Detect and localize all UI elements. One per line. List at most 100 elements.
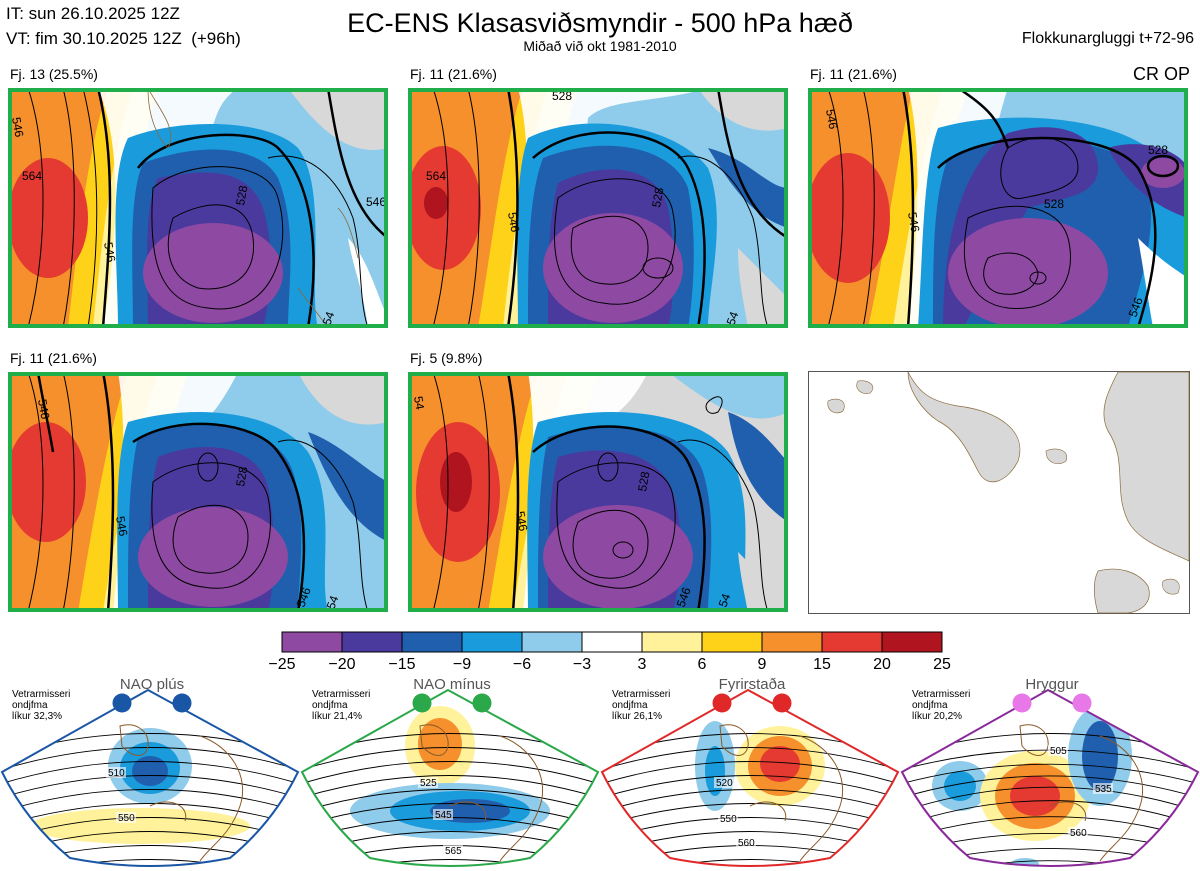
regime-probability-note: Vetrarmisseri ondjfma líkur 26,1% — [612, 689, 671, 722]
height-contour — [602, 775, 898, 799]
height-contour — [602, 761, 898, 785]
contour-label: 546 — [366, 195, 386, 209]
height-contour — [302, 747, 598, 771]
colorbar-segment — [521, 631, 583, 653]
height-contour — [902, 775, 1198, 799]
cluster-map-5: 54 546 528 546 54 — [408, 372, 788, 612]
colorbar-tick-label: −3 — [572, 656, 592, 673]
regime-border — [600, 688, 900, 867]
regime-title: NAO mínus — [413, 676, 491, 693]
contour-label: 528 — [635, 470, 652, 492]
classification-window: Flokkunargluggi t+72-96 — [1021, 30, 1194, 47]
colorbar-tick-label: −25 — [268, 656, 296, 673]
coastline — [719, 724, 844, 862]
regime-contour-label: 550 — [118, 813, 135, 824]
regime-contour-label: 560 — [1070, 828, 1087, 839]
cluster-map-1: 564 546 528 546 546 54 — [8, 88, 388, 328]
contour-label: 546 — [1126, 295, 1146, 319]
regime-contour-label: 525 — [420, 778, 437, 789]
coastline — [119, 724, 244, 862]
colorbar-tick-label: 20 — [873, 656, 891, 673]
contour-label: 564 — [22, 169, 42, 183]
empty-map-panel — [808, 371, 1190, 614]
colorbar-tick-label: −6 — [512, 656, 532, 673]
height-contour — [2, 775, 298, 799]
colorbar-segment — [341, 631, 403, 653]
colorbar-tick-label: 15 — [813, 656, 831, 673]
regime-title: NAO plús — [119, 676, 185, 693]
regime-contour-label: 560 — [738, 838, 755, 849]
contour-label: 546 — [9, 116, 26, 138]
regime-contour-label: 520 — [716, 778, 733, 789]
contour-label: 528 — [233, 184, 250, 206]
height-contour — [2, 803, 298, 827]
regime-marker-dot — [772, 693, 792, 713]
colorbar — [281, 631, 943, 653]
regime-contour-label: 545 — [435, 810, 452, 821]
colorbar-tick-label: 9 — [757, 656, 767, 673]
cluster-map-3-svg: 546 546 528 528 546 — [808, 88, 1188, 328]
init-time: IT: sun 26.10.2025 12Z — [6, 4, 180, 23]
regime-map-4: 505 535 560 — [900, 688, 1200, 867]
panel-border — [408, 372, 788, 612]
empty-map-svg — [808, 371, 1190, 614]
height-contour — [602, 803, 898, 827]
regime-map-1: 510 550 — [0, 688, 300, 867]
anomaly-blob — [418, 718, 462, 770]
cluster-map-2-svg: 564 546 528 528 54 — [408, 88, 788, 328]
colorbar-segment — [881, 631, 943, 653]
regime-title: Fyrirstaða — [718, 676, 786, 693]
height-contour — [602, 789, 898, 813]
colorbar-segment — [461, 631, 523, 653]
panel-border — [8, 372, 388, 612]
contour-label: 528 — [649, 186, 666, 208]
regime-marker-dot — [472, 693, 492, 713]
colorbar-segment — [701, 631, 763, 653]
colorbar-segment — [821, 631, 883, 653]
colorbar-tick-label: 25 — [933, 656, 951, 673]
colorbar-segment — [281, 631, 343, 653]
regime-probability-note: Vetrarmisseri ondjfma líkur 21,4% — [312, 689, 371, 722]
cluster-map-1-svg: 564 546 528 546 546 54 — [8, 88, 388, 328]
coastline — [419, 724, 544, 862]
regime-contour-label: 535 — [1095, 784, 1112, 795]
valid-time: VT: fim 30.10.2025 12Z (+96h) — [6, 29, 241, 48]
cluster-map-5-svg: 54 546 528 546 54 — [408, 372, 788, 612]
contour-label: 54 — [411, 395, 427, 411]
cluster-label-5: Fj. 5 (9.8%) — [410, 350, 483, 366]
regime-contour-label: 565 — [445, 846, 462, 857]
colorbar-segment — [641, 631, 703, 653]
coastline — [1019, 724, 1144, 862]
regime-contour-label: 505 — [1050, 746, 1067, 757]
contour-label: 528 — [1044, 197, 1064, 211]
contour-label: 54 — [724, 309, 742, 327]
colorbar-segment — [401, 631, 463, 653]
height-contour — [2, 747, 298, 771]
page-title: EC-ENS Klasasviðsmyndir - 500 hPa hæð — [347, 8, 853, 38]
regime-map-3: 520 550 560 — [600, 688, 900, 867]
height-contour — [302, 761, 598, 785]
cluster-map-2: 564 546 528 528 54 — [408, 88, 788, 328]
cluster-label-2: Fj. 11 (21.6%) — [410, 66, 497, 82]
height-contour — [2, 789, 298, 813]
regime-marker-dot — [1012, 693, 1032, 713]
cluster-label-3: Fj. 11 (21.6%) — [810, 66, 897, 82]
height-contour — [302, 789, 598, 813]
anomaly-blob — [1082, 721, 1118, 791]
anomaly-blob — [132, 756, 168, 786]
regime-marker-dot — [172, 693, 192, 713]
contour-label: 54 — [716, 591, 734, 609]
height-contour — [302, 775, 598, 799]
contour-label: 546 — [101, 241, 118, 263]
height-contour — [2, 859, 298, 866]
anomaly-blob — [944, 771, 976, 801]
contour-label: 546 — [505, 211, 522, 233]
colorbar-tick-label: 3 — [637, 656, 647, 673]
height-contour — [902, 800, 1198, 827]
regime-border — [900, 688, 1200, 867]
height-contour — [302, 803, 598, 827]
regime-border — [0, 688, 300, 867]
colorbar-tick-label: −15 — [388, 656, 416, 673]
run-tag: CR OP — [1132, 64, 1190, 84]
contour-label: 528 — [552, 89, 572, 103]
